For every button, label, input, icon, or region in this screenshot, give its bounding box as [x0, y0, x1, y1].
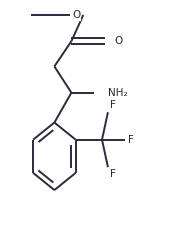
- Text: O: O: [114, 36, 122, 46]
- Text: F: F: [110, 100, 116, 110]
- Text: O: O: [72, 10, 81, 20]
- Text: NH₂: NH₂: [108, 88, 128, 98]
- Text: F: F: [128, 135, 134, 145]
- Text: F: F: [110, 169, 116, 180]
